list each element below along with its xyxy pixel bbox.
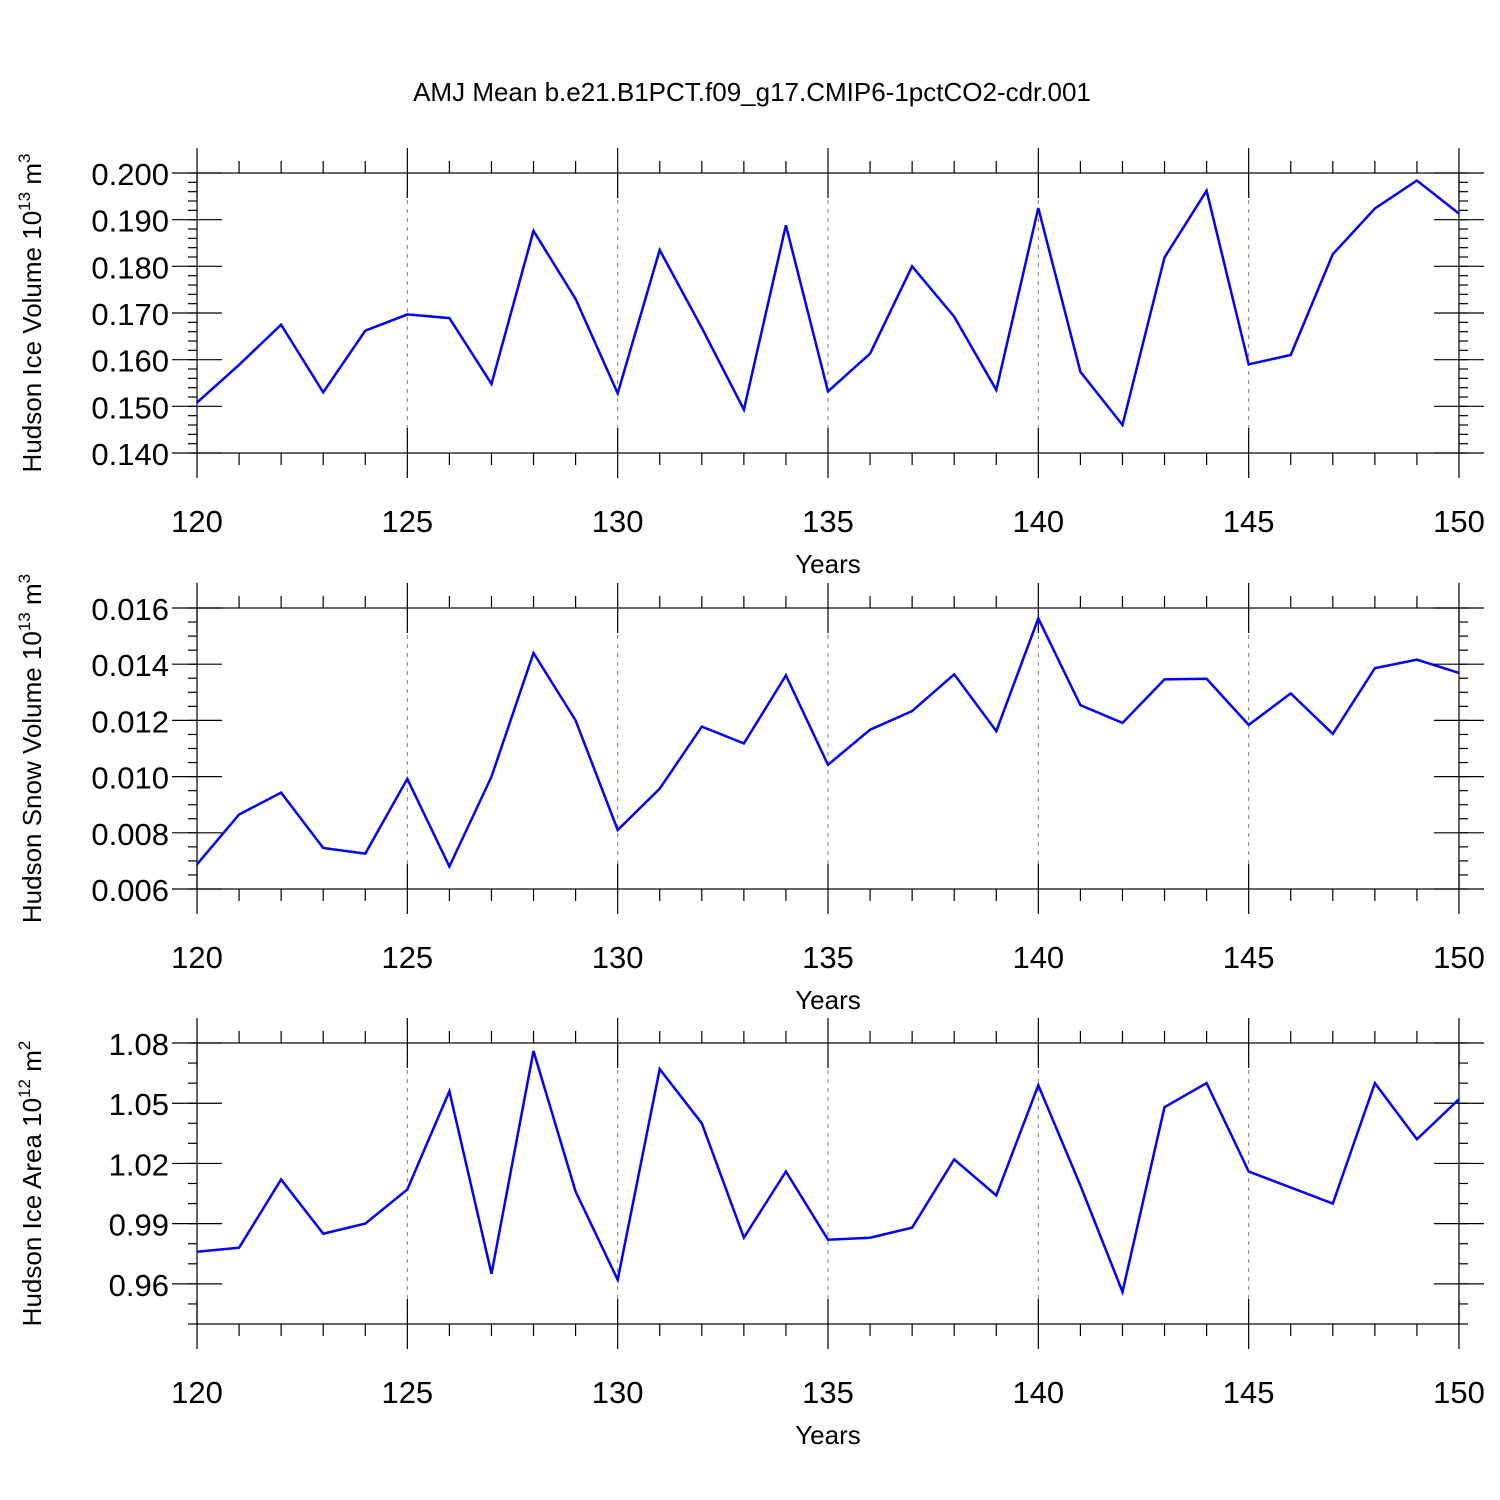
y-tick-label: 0.190 bbox=[91, 204, 169, 239]
y-axis-label-text: m bbox=[17, 1050, 47, 1079]
chart-panel-1: 0.140 0.150 0.160 0.170 0.180 0.190 0.200 120 12… bbox=[15, 148, 1485, 579]
y-axis-label-text: m bbox=[17, 583, 47, 612]
y-tick-label: 0.014 bbox=[91, 648, 169, 683]
y-tick-label: 0.010 bbox=[91, 761, 169, 796]
y-axis-label: Hudson Ice Area 1012 m2 bbox=[15, 1041, 47, 1327]
x-tick-label: 140 bbox=[1012, 1375, 1064, 1410]
x-tick-label: 130 bbox=[592, 940, 644, 975]
x-tick-label: 125 bbox=[381, 504, 433, 539]
x-tick-label: 130 bbox=[592, 1375, 644, 1410]
x-axis-label: Years bbox=[795, 985, 861, 1015]
y-tick-label: 0.170 bbox=[91, 297, 169, 332]
chart-panel-3: 0.96 0.99 1.02 1.05 1.08 120 125 130 135 140 145 15… bbox=[15, 1018, 1485, 1450]
y-tick-label: 1.02 bbox=[109, 1147, 169, 1182]
y-axis-label-text: m bbox=[17, 163, 47, 192]
x-tick-label: 140 bbox=[1012, 504, 1064, 539]
y-axis-label-text: Hudson Ice Volume 10 bbox=[17, 211, 47, 473]
y-tick-label: 0.008 bbox=[91, 817, 169, 852]
y-axis-label-text: Hudson Snow Volume 10 bbox=[17, 631, 47, 923]
x-tick-label: 145 bbox=[1223, 1375, 1275, 1410]
panels: 0.140 0.150 0.160 0.170 0.180 0.190 0.200 120 12… bbox=[15, 148, 1485, 1450]
x-tick-label: 150 bbox=[1433, 504, 1485, 539]
x-axis-label: Years bbox=[795, 549, 861, 579]
y-axis-label-exponent: 13 bbox=[15, 612, 34, 631]
y-tick-label: 1.08 bbox=[109, 1027, 169, 1062]
x-tick-label: 120 bbox=[171, 940, 223, 975]
y-tick-label: 0.96 bbox=[109, 1268, 169, 1303]
x-tick-label: 150 bbox=[1433, 940, 1485, 975]
y-tick-label: 0.150 bbox=[91, 390, 169, 425]
plot-frame bbox=[196, 607, 1460, 890]
x-tick-label: 135 bbox=[802, 1375, 854, 1410]
x-tick-label: 125 bbox=[381, 1375, 433, 1410]
y-tick-label: 0.140 bbox=[91, 437, 169, 472]
y-axis-label-exponent: 3 bbox=[15, 574, 34, 583]
y-axis-label: Hudson Ice Volume 1013 m3 bbox=[15, 154, 47, 473]
x-tick-label: 125 bbox=[381, 940, 433, 975]
y-tick-label: 0.99 bbox=[109, 1208, 169, 1243]
x-tick-label: 135 bbox=[802, 940, 854, 975]
y-tick-label: 0.006 bbox=[91, 873, 169, 908]
x-tick-label: 130 bbox=[592, 504, 644, 539]
y-axis-label-exponent: 2 bbox=[15, 1041, 34, 1050]
y-axis-label-exponent: 3 bbox=[15, 154, 34, 163]
y-tick-label: 0.016 bbox=[91, 592, 169, 627]
y-tick-label: 0.180 bbox=[91, 250, 169, 285]
y-axis-label: Hudson Snow Volume 1013 m3 bbox=[15, 574, 47, 923]
plot-frame bbox=[196, 1042, 1460, 1325]
x-tick-label: 145 bbox=[1223, 940, 1275, 975]
y-tick-label: 0.012 bbox=[91, 704, 169, 739]
y-tick-label: 0.160 bbox=[91, 344, 169, 379]
y-tick-label: 1.05 bbox=[109, 1087, 169, 1122]
figure-title: AMJ Mean b.e21.B1PCT.f09_g17.CMIP6-1pctC… bbox=[413, 77, 1091, 107]
x-tick-label: 120 bbox=[171, 1375, 223, 1410]
x-axis-label: Years bbox=[795, 1420, 861, 1450]
x-tick-label: 145 bbox=[1223, 504, 1275, 539]
y-axis-label-exponent: 13 bbox=[15, 192, 34, 211]
x-tick-label: 120 bbox=[171, 504, 223, 539]
y-axis-label-exponent: 12 bbox=[15, 1079, 34, 1098]
y-tick-label: 0.200 bbox=[91, 157, 169, 192]
chart-panel-2: 0.006 0.008 0.010 0.012 0.014 0.016 120 125 130 1… bbox=[15, 574, 1485, 1015]
x-tick-label: 150 bbox=[1433, 1375, 1485, 1410]
x-tick-label: 140 bbox=[1012, 940, 1064, 975]
y-axis-label-text: Hudson Ice Area 10 bbox=[17, 1098, 47, 1326]
x-tick-label: 135 bbox=[802, 504, 854, 539]
